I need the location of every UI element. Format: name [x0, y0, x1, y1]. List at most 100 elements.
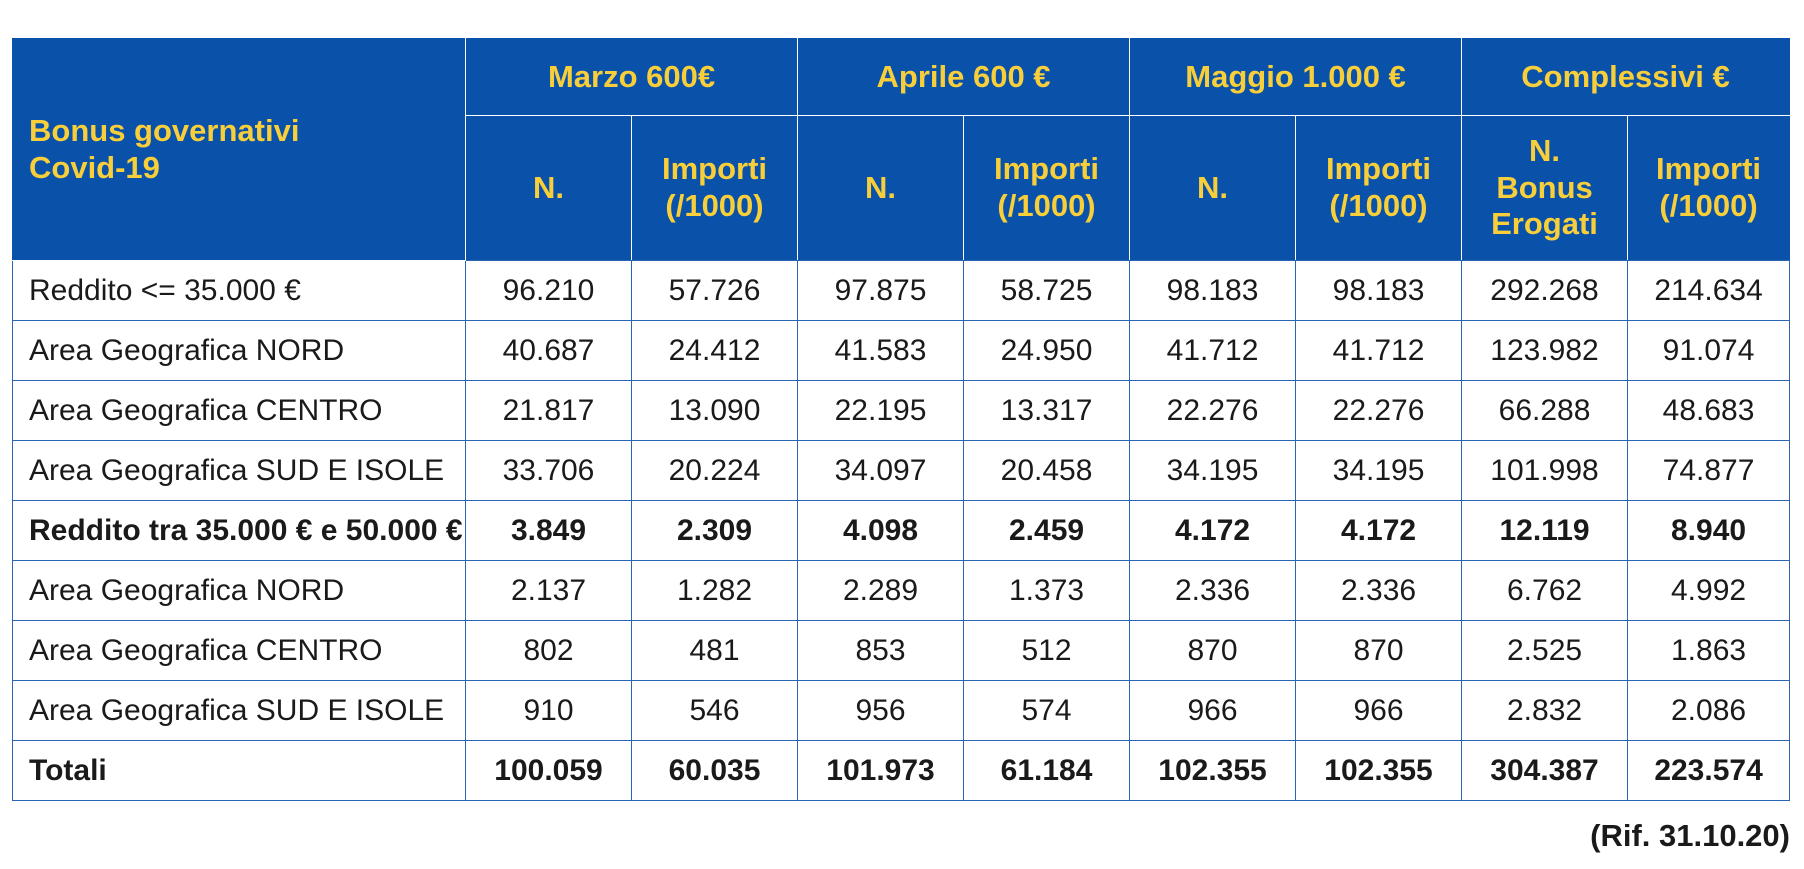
table-row: Totali 100.059 60.035 101.973 61.184 102.355 1… — [12, 740, 1791, 801]
table-cell: 98.183 — [1295, 260, 1463, 321]
table-row: Area Geografica CENTRO 21.817 13.090 22.195… — [12, 380, 1791, 441]
table-cell: 57.726 — [630, 260, 799, 321]
table-cell: 2.086 — [1627, 680, 1791, 741]
subheader-importi-line-2: (/1000) — [997, 188, 1096, 223]
table-cell: 21.817 — [465, 380, 632, 441]
table-cell: 24.412 — [630, 320, 799, 381]
group-header-aprile: Aprile 600 € — [797, 38, 1131, 116]
subheader-importi-line-1: Importi — [661, 151, 768, 187]
table-cell: 2.832 — [1461, 680, 1629, 741]
group-header-maggio: Maggio 1.000 € — [1129, 38, 1463, 116]
table-cell: 2.525 — [1461, 620, 1629, 681]
table-cell: 13.317 — [963, 380, 1131, 441]
subheader-importi: Importi (/1000) — [963, 115, 1131, 261]
table-cell: 1.282 — [630, 560, 799, 621]
table-row: Reddito <= 35.000 €96.210 57.726 97.875 58.… — [12, 260, 1791, 321]
table-cell: 41.583 — [797, 320, 965, 381]
table-cell: 512 — [963, 620, 1131, 681]
table-body: Reddito <= 35.000 €96.210 57.726 97.875 58.… — [12, 260, 1791, 801]
row-label: Totali — [12, 740, 466, 801]
row-label: Area Geografica SUD E ISOLE — [12, 440, 466, 501]
table-cell: 34.195 — [1129, 440, 1297, 501]
table-cell: 2.336 — [1129, 560, 1297, 621]
row-label: Area Geografica CENTRO — [12, 620, 466, 681]
subheader-importi-line-1: Importi — [1326, 151, 1432, 187]
table-cell: 40.687 — [465, 320, 632, 381]
subheader-n: N. — [465, 115, 632, 261]
table-cell: 33.706 — [465, 440, 632, 501]
table-cell: 2.289 — [797, 560, 965, 621]
table-cell: 214.634 — [1627, 260, 1791, 321]
table-cell: 4.098 — [797, 500, 965, 561]
subheader-n-bonus-line-1: N. — [1529, 133, 1561, 169]
subheader-n: N. — [1129, 115, 1297, 261]
row-label: Area Geografica NORD — [12, 560, 466, 621]
table-cell: 41.712 — [1129, 320, 1297, 381]
table-cell: 22.195 — [797, 380, 965, 441]
bonus-table: Bonus governativi Covid-19 Marzo 600€ Ap… — [12, 38, 1791, 801]
table-cell: 13.090 — [630, 380, 799, 441]
corner-header-line-2: Covid-19 — [29, 149, 160, 185]
table-cell: 24.950 — [963, 320, 1131, 381]
subheader-importi-line-2: (/1000) — [1329, 188, 1428, 223]
table-cell: 74.877 — [1627, 440, 1791, 501]
subheader-importi-line-2: (/1000) — [1659, 188, 1758, 223]
table-cell: 966 — [1295, 680, 1463, 741]
table-cell: 98.183 — [1129, 260, 1297, 321]
subheader-n-bonus-line-2: Bonus — [1496, 169, 1593, 205]
subheader-importi-line-1: Importi — [1656, 151, 1762, 187]
table-cell: 58.725 — [963, 260, 1131, 321]
table-row: Area Geografica NORD 2.137 1.282 2.289 1.373… — [12, 560, 1791, 621]
table-cell: 102.355 — [1129, 740, 1297, 801]
table-cell: 22.276 — [1129, 380, 1297, 441]
subheader-importi-line-1: Importi — [993, 151, 1100, 187]
table-cell: 802 — [465, 620, 632, 681]
table-row: Reddito tra 35.000 € e 50.000 €3.849 2.30… — [12, 500, 1791, 561]
table-cell: 870 — [1129, 620, 1297, 681]
table-cell: 4.172 — [1129, 500, 1297, 561]
table-cell: 101.973 — [797, 740, 965, 801]
table-cell: 41.712 — [1295, 320, 1463, 381]
subheader-importi: Importi (/1000) — [1627, 115, 1791, 261]
corner-header-line-1: Bonus governativi — [29, 112, 300, 148]
row-label: Area Geografica CENTRO — [12, 380, 466, 441]
subheader-importi: Importi (/1000) — [1295, 115, 1463, 261]
subheader-n-bonus-erogati: N. Bonus Erogati — [1461, 115, 1629, 261]
table-cell: 4.172 — [1295, 500, 1463, 561]
table-cell: 223.574 — [1627, 740, 1791, 801]
table-cell: 966 — [1129, 680, 1297, 741]
table-row: Area Geografica CENTRO 802 481 853 512 870 870… — [12, 620, 1791, 681]
row-label: Area Geografica NORD — [12, 320, 466, 381]
table-cell: 20.458 — [963, 440, 1131, 501]
table-cell: 12.119 — [1461, 500, 1629, 561]
table-cell: 34.195 — [1295, 440, 1463, 501]
table-cell: 66.288 — [1461, 380, 1629, 441]
table-cell: 546 — [630, 680, 799, 741]
subheader-importi-line-2: (/1000) — [665, 188, 764, 223]
table-cell: 3.849 — [465, 500, 632, 561]
table-cell: 4.992 — [1627, 560, 1791, 621]
row-label: Reddito <= 35.000 € — [12, 260, 466, 321]
table-cell: 910 — [465, 680, 632, 741]
table-cell: 61.184 — [963, 740, 1131, 801]
row-label: Reddito tra 35.000 € e 50.000 € — [12, 500, 466, 561]
table-cell: 1.863 — [1627, 620, 1791, 681]
table-cell: 870 — [1295, 620, 1463, 681]
reference-note: (Rif. 31.10.20) — [1590, 818, 1790, 853]
corner-header: Bonus governativi Covid-19 — [12, 38, 466, 261]
table-cell: 6.762 — [1461, 560, 1629, 621]
table-cell: 2.137 — [465, 560, 632, 621]
table-cell: 2.459 — [963, 500, 1131, 561]
table-cell: 292.268 — [1461, 260, 1629, 321]
subheader-n: N. — [797, 115, 965, 261]
subheader-n-bonus-line-3: Erogati — [1491, 206, 1598, 242]
subheader-importi: Importi (/1000) — [630, 115, 799, 261]
table-cell: 22.276 — [1295, 380, 1463, 441]
table-cell: 102.355 — [1295, 740, 1463, 801]
table-row: Area Geografica SUD E ISOLE 910 546 956 574 9… — [12, 680, 1791, 741]
table-cell: 100.059 — [465, 740, 632, 801]
table-cell: 60.035 — [630, 740, 799, 801]
table-cell: 97.875 — [797, 260, 965, 321]
table-cell: 20.224 — [630, 440, 799, 501]
table-row: Area Geografica NORD 40.687 24.412 41.583 24… — [12, 320, 1791, 381]
